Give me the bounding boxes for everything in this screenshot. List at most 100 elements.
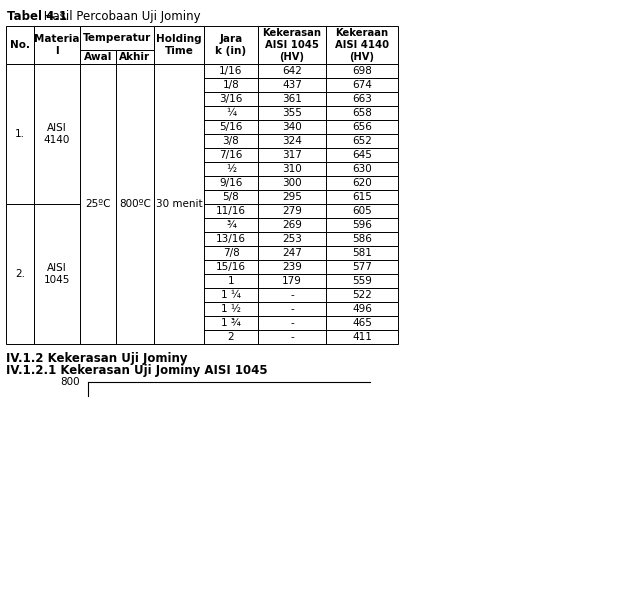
Text: 3/16: 3/16: [219, 94, 242, 104]
Bar: [80, 64, 116, 344]
Bar: [204, 260, 258, 274]
Text: IV.1.2.1 Kekerasan Uji Jominy AISI 1045: IV.1.2.1 Kekerasan Uji Jominy AISI 1045: [6, 364, 268, 377]
Text: 279: 279: [282, 206, 302, 216]
Bar: [258, 330, 326, 344]
Bar: [258, 176, 326, 190]
Text: 13/16: 13/16: [216, 234, 246, 244]
Text: 9/16: 9/16: [219, 178, 242, 188]
Text: 658: 658: [352, 108, 372, 118]
Bar: [326, 162, 398, 176]
Text: 800ºC: 800ºC: [119, 199, 151, 209]
Text: 596: 596: [352, 220, 372, 230]
Bar: [258, 162, 326, 176]
Text: 253: 253: [282, 234, 302, 244]
Text: 605: 605: [352, 206, 372, 216]
Text: 300: 300: [282, 178, 302, 188]
Bar: [204, 92, 258, 106]
Text: Materia
l: Materia l: [34, 34, 80, 56]
Text: 630: 630: [352, 164, 372, 174]
Text: 698: 698: [352, 66, 372, 76]
Text: 5/16: 5/16: [219, 122, 242, 132]
Bar: [34, 204, 80, 344]
Text: 615: 615: [352, 192, 372, 202]
Text: 317: 317: [282, 150, 302, 160]
Bar: [258, 78, 326, 92]
Text: 5/8: 5/8: [223, 192, 239, 202]
Text: Tabel 4.1: Tabel 4.1: [7, 10, 67, 23]
Bar: [258, 274, 326, 288]
Bar: [204, 134, 258, 148]
Text: Temperatur: Temperatur: [83, 33, 151, 43]
Text: 581: 581: [352, 248, 372, 258]
Bar: [326, 274, 398, 288]
Bar: [326, 190, 398, 204]
Bar: [6, 204, 34, 344]
Bar: [34, 64, 80, 204]
Bar: [326, 134, 398, 148]
Text: 642: 642: [282, 66, 302, 76]
Bar: [204, 274, 258, 288]
Bar: [204, 316, 258, 330]
Bar: [326, 120, 398, 134]
Bar: [116, 64, 154, 344]
Bar: [34, 26, 80, 64]
Text: Jara
k (in): Jara k (in): [215, 34, 247, 56]
Text: 1/16: 1/16: [219, 66, 242, 76]
Text: AISI
1045: AISI 1045: [44, 263, 70, 285]
Bar: [204, 148, 258, 162]
Bar: [258, 288, 326, 302]
Text: AISI
4140: AISI 4140: [44, 123, 70, 145]
Bar: [204, 246, 258, 260]
Text: 30 menit: 30 menit: [156, 199, 202, 209]
Bar: [258, 148, 326, 162]
Text: IV.1.2 Kekerasan Uji Jominy: IV.1.2 Kekerasan Uji Jominy: [6, 352, 187, 365]
Bar: [204, 232, 258, 246]
Text: 1 ½: 1 ½: [221, 304, 241, 314]
Bar: [204, 330, 258, 344]
Text: 355: 355: [282, 108, 302, 118]
Bar: [326, 106, 398, 120]
Bar: [204, 288, 258, 302]
Bar: [258, 316, 326, 330]
Text: Holding
Time: Holding Time: [156, 34, 202, 56]
Text: 179: 179: [282, 276, 302, 286]
Bar: [80, 50, 116, 64]
Bar: [258, 120, 326, 134]
Bar: [204, 162, 258, 176]
Bar: [258, 26, 326, 64]
Text: 310: 310: [282, 164, 302, 174]
Text: 1 ¼: 1 ¼: [221, 290, 241, 300]
Text: 239: 239: [282, 262, 302, 272]
Text: -: -: [290, 290, 294, 300]
Bar: [204, 64, 258, 78]
Text: -: -: [290, 318, 294, 328]
Bar: [204, 176, 258, 190]
Bar: [80, 26, 154, 50]
Text: ¾: ¾: [226, 220, 236, 230]
Bar: [204, 204, 258, 218]
Text: 652: 652: [352, 136, 372, 146]
Text: -: -: [290, 332, 294, 342]
Text: Akhir: Akhir: [120, 52, 151, 62]
Text: 295: 295: [282, 192, 302, 202]
Bar: [204, 106, 258, 120]
Text: ¼: ¼: [226, 108, 236, 118]
Text: 1/8: 1/8: [223, 80, 239, 90]
Bar: [326, 260, 398, 274]
Bar: [326, 246, 398, 260]
Text: 3/8: 3/8: [223, 136, 239, 146]
Bar: [258, 134, 326, 148]
Bar: [326, 64, 398, 78]
Bar: [258, 218, 326, 232]
Text: 324: 324: [282, 136, 302, 146]
Bar: [258, 106, 326, 120]
Bar: [154, 64, 204, 344]
Bar: [326, 302, 398, 316]
Bar: [326, 316, 398, 330]
Text: ½: ½: [226, 164, 236, 174]
Bar: [258, 190, 326, 204]
Text: 1: 1: [228, 276, 234, 286]
Text: 586: 586: [352, 234, 372, 244]
Text: 2: 2: [228, 332, 234, 342]
Text: 559: 559: [352, 276, 372, 286]
